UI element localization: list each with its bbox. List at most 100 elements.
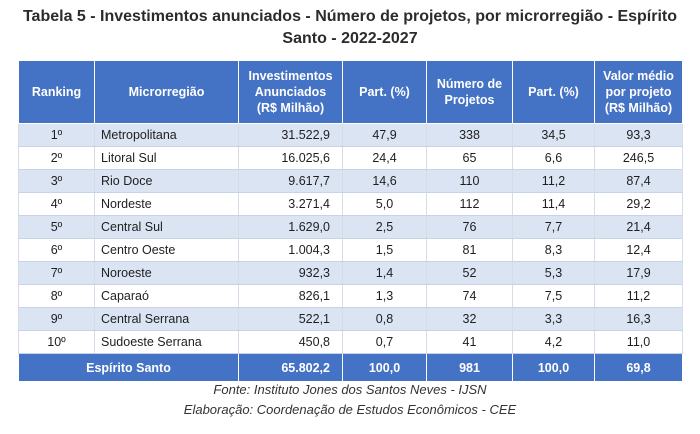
- cell-ranking: 6º: [18, 238, 95, 262]
- cell-valor-medio: 21,4: [594, 215, 683, 239]
- header-investimentos: Investimentos Anunciados (R$ Milhão): [238, 60, 343, 124]
- cell-part-investimentos: 1,3: [342, 284, 427, 308]
- cell-numero-projetos: 81: [426, 238, 513, 262]
- cell-part-investimentos: 1,5: [342, 238, 427, 262]
- elaboration-note: Elaboração: Coordenação de Estudos Econô…: [183, 402, 517, 417]
- cell-part-projetos: 5,3: [512, 261, 595, 285]
- total-part-investimentos: 100,0: [342, 353, 427, 382]
- cell-investimentos: 522,1: [238, 307, 343, 331]
- cell-ranking: 8º: [18, 284, 95, 308]
- table-footer: Fonte: Instituto Jones dos Santos Neves …: [0, 380, 700, 420]
- table-row: 9º Central Serrana 522,1 0,8 32 3,3 16,3: [18, 307, 683, 331]
- cell-ranking: 10º: [18, 330, 95, 354]
- table-title-line-1: Tabela 5 - Investimentos anunciados - Nú…: [22, 8, 678, 25]
- cell-ranking: 1º: [18, 123, 95, 147]
- cell-numero-projetos: 76: [426, 215, 513, 239]
- cell-part-investimentos: 0,7: [342, 330, 427, 354]
- cell-ranking: 7º: [18, 261, 95, 285]
- table-title-line-2: Santo - 2022-2027: [282, 30, 418, 47]
- cell-investimentos: 826,1: [238, 284, 343, 308]
- table-row: 6º Centro Oeste 1.004,3 1,5 81 8,3 12,4: [18, 238, 683, 262]
- total-investimentos: 65.802,2: [238, 353, 343, 382]
- header-investimentos-line-3: (R$ Milhão): [256, 101, 325, 115]
- cell-ranking: 5º: [18, 215, 95, 239]
- header-numero-line-1: Número de: [436, 77, 503, 91]
- table-row: 7º Noroeste 932,3 1,4 52 5,3 17,9: [18, 261, 683, 285]
- cell-part-projetos: 34,5: [512, 123, 595, 147]
- cell-microrregiao: Noroeste: [94, 261, 239, 285]
- cell-part-projetos: 7,7: [512, 215, 595, 239]
- total-numero-projetos: 981: [426, 353, 513, 382]
- cell-valor-medio: 16,3: [594, 307, 683, 331]
- header-microrregiao: Microrregião: [94, 60, 239, 124]
- cell-valor-medio: 246,5: [594, 146, 683, 170]
- cell-part-investimentos: 5,0: [342, 192, 427, 216]
- cell-investimentos: 16.025,6: [238, 146, 343, 170]
- total-part-projetos: 100,0: [512, 353, 595, 382]
- cell-valor-medio: 12,4: [594, 238, 683, 262]
- cell-microrregiao: Litoral Sul: [94, 146, 239, 170]
- cell-valor-medio: 87,4: [594, 169, 683, 193]
- cell-microrregiao: Rio Doce: [94, 169, 239, 193]
- header-investimentos-line-2: Anunciados: [254, 85, 327, 99]
- header-numero-projetos: Número de Projetos: [426, 60, 513, 124]
- cell-microrregiao: Metropolitana: [94, 123, 239, 147]
- header-investimentos-line-1: Investimentos: [248, 69, 333, 83]
- source-note: Fonte: Instituto Jones dos Santos Neves …: [213, 382, 487, 397]
- cell-part-projetos: 8,3: [512, 238, 595, 262]
- cell-numero-projetos: 74: [426, 284, 513, 308]
- cell-ranking: 3º: [18, 169, 95, 193]
- cell-microrregiao: Central Serrana: [94, 307, 239, 331]
- cell-valor-medio: 93,3: [594, 123, 683, 147]
- header-valor-line-1: Valor médio: [603, 69, 674, 83]
- table-row: 3º Rio Doce 9.617,7 14,6 110 11,2 87,4: [18, 169, 683, 193]
- header-valor-line-2: por projeto: [605, 85, 672, 99]
- cell-ranking: 4º: [18, 192, 95, 216]
- header-part-investimentos: Part. (%): [342, 60, 427, 124]
- cell-microrregiao: Sudoeste Serrana: [94, 330, 239, 354]
- header-part-projetos: Part. (%): [512, 60, 595, 124]
- cell-part-projetos: 7,5: [512, 284, 595, 308]
- cell-investimentos: 9.617,7: [238, 169, 343, 193]
- cell-part-projetos: 11,2: [512, 169, 595, 193]
- cell-investimentos: 450,8: [238, 330, 343, 354]
- investments-table: Ranking Microrregião Investimentos Anunc…: [18, 60, 683, 382]
- cell-numero-projetos: 338: [426, 123, 513, 147]
- cell-investimentos: 31.522,9: [238, 123, 343, 147]
- table-row: 1º Metropolitana 31.522,9 47,9 338 34,5 …: [18, 123, 683, 147]
- cell-numero-projetos: 52: [426, 261, 513, 285]
- total-row: Espírito Santo 65.802,2 100,0 981 100,0 …: [18, 353, 683, 382]
- cell-valor-medio: 11,0: [594, 330, 683, 354]
- cell-ranking: 9º: [18, 307, 95, 331]
- cell-ranking: 2º: [18, 146, 95, 170]
- header-ranking: Ranking: [18, 60, 95, 124]
- cell-part-projetos: 4,2: [512, 330, 595, 354]
- total-label: Espírito Santo: [18, 353, 239, 382]
- table-row: 2º Litoral Sul 16.025,6 24,4 65 6,6 246,…: [18, 146, 683, 170]
- cell-part-investimentos: 2,5: [342, 215, 427, 239]
- cell-part-investimentos: 0,8: [342, 307, 427, 331]
- cell-microrregiao: Nordeste: [94, 192, 239, 216]
- cell-microrregiao: Central Sul: [94, 215, 239, 239]
- header-valor-line-3: (R$ Milhão): [604, 101, 673, 115]
- cell-investimentos: 932,3: [238, 261, 343, 285]
- header-numero-line-2: Projetos: [444, 93, 495, 107]
- cell-microrregiao: Centro Oeste: [94, 238, 239, 262]
- cell-investimentos: 1.004,3: [238, 238, 343, 262]
- cell-valor-medio: 17,9: [594, 261, 683, 285]
- cell-part-projetos: 3,3: [512, 307, 595, 331]
- table-row: 8º Caparaó 826,1 1,3 74 7,5 11,2: [18, 284, 683, 308]
- header-valor-medio: Valor médio por projeto (R$ Milhão): [594, 60, 683, 124]
- cell-numero-projetos: 110: [426, 169, 513, 193]
- cell-part-investimentos: 47,9: [342, 123, 427, 147]
- cell-valor-medio: 29,2: [594, 192, 683, 216]
- header-row: Ranking Microrregião Investimentos Anunc…: [18, 60, 683, 124]
- cell-part-projetos: 6,6: [512, 146, 595, 170]
- table-title: Tabela 5 - Investimentos anunciados - Nú…: [0, 6, 700, 50]
- cell-part-investimentos: 24,4: [342, 146, 427, 170]
- cell-part-investimentos: 1,4: [342, 261, 427, 285]
- cell-numero-projetos: 41: [426, 330, 513, 354]
- cell-microrregiao: Caparaó: [94, 284, 239, 308]
- cell-numero-projetos: 65: [426, 146, 513, 170]
- table-row: 10º Sudoeste Serrana 450,8 0,7 41 4,2 11…: [18, 330, 683, 354]
